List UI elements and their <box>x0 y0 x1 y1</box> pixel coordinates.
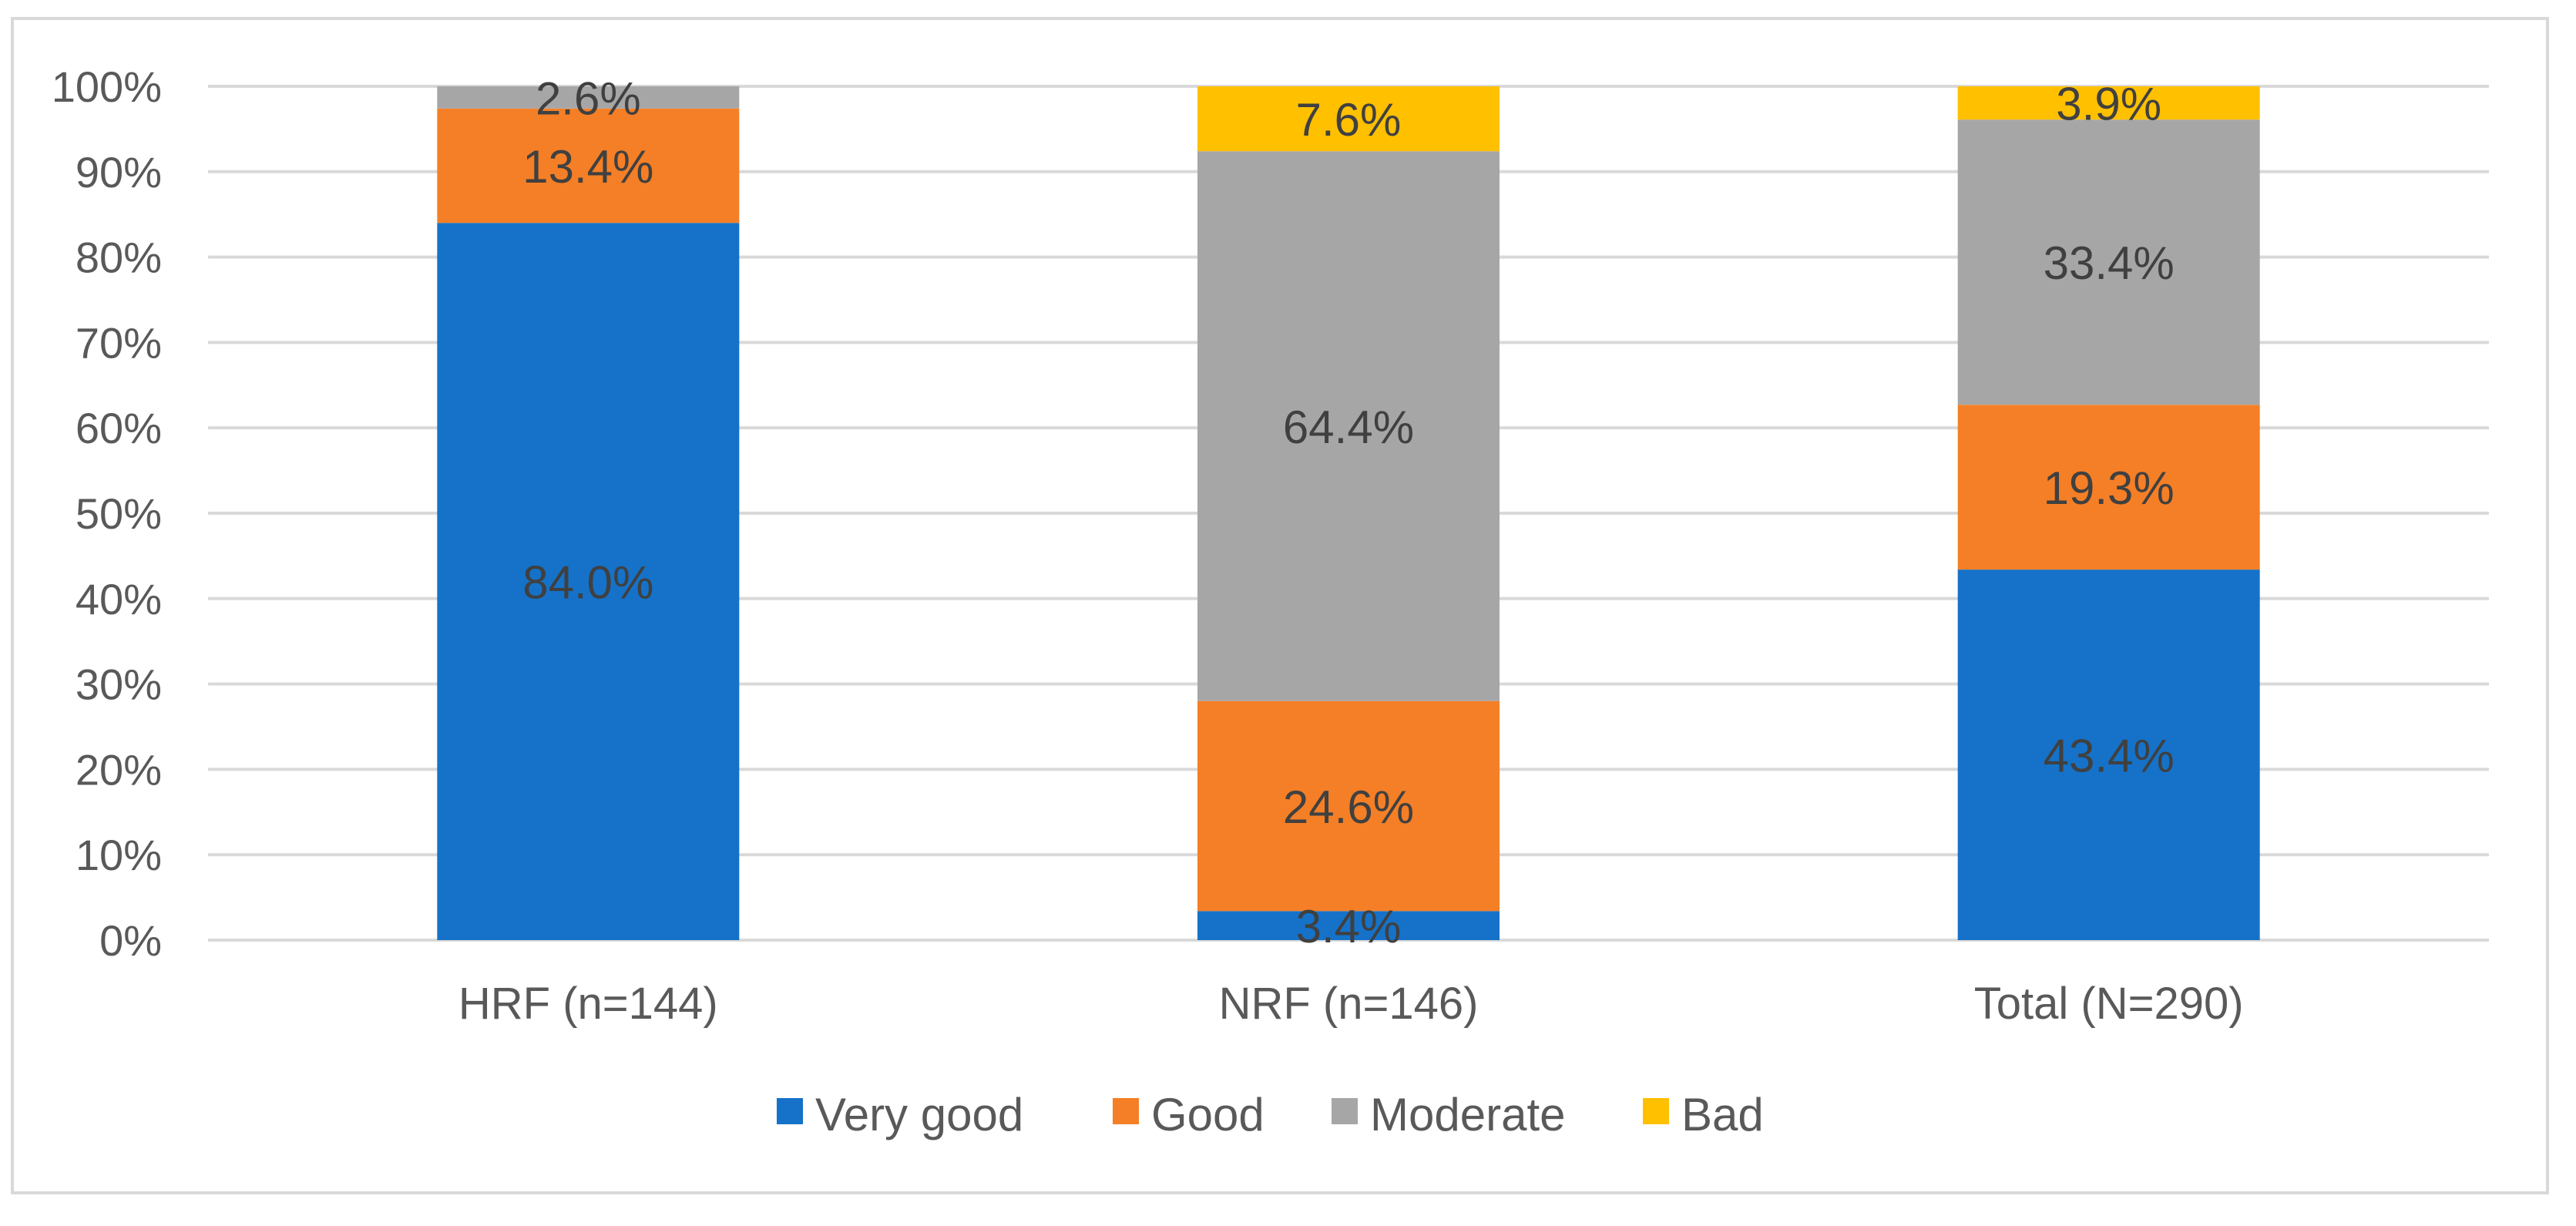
y-tick-label: 20% <box>76 745 162 794</box>
bar-segment-moderate <box>437 86 740 109</box>
bar-segment-good <box>1957 405 2260 570</box>
x-axis-categories: HRF (n=144) NRF (n=146) Total (N=290) <box>458 979 2244 1029</box>
y-tick-label: 50% <box>76 489 162 538</box>
y-tick-label: 10% <box>76 831 162 879</box>
data-label: 2.6% <box>536 72 641 124</box>
data-label: 13.4% <box>522 141 653 193</box>
data-label: 64.4% <box>1283 401 1414 453</box>
data-label: 33.4% <box>2044 237 2175 289</box>
legend-swatch <box>1643 1098 1669 1124</box>
bar-segment-moderate <box>1957 119 2260 405</box>
bar-segment-moderate <box>1197 151 1500 701</box>
legend-swatch <box>1332 1098 1358 1124</box>
data-label: 43.4% <box>2044 731 2175 782</box>
y-tick-label: 60% <box>76 404 162 452</box>
y-tick-label: 40% <box>76 575 162 623</box>
data-label: 24.6% <box>1283 781 1414 833</box>
legend: Very good Good Moderate Bad <box>777 1089 1764 1140</box>
x-category-label: Total (N=290) <box>1974 979 2244 1029</box>
x-category-label: HRF (n=144) <box>458 979 718 1029</box>
legend-swatch <box>777 1098 803 1124</box>
y-tick-label: 30% <box>76 660 162 709</box>
legend-label: Good <box>1151 1089 1264 1140</box>
bar-segment-bad <box>1957 86 2260 120</box>
bar-segment-very-good <box>437 223 740 940</box>
data-label: 3.9% <box>2056 79 2161 130</box>
y-tick-label: 80% <box>76 233 162 282</box>
x-category-label: NRF (n=146) <box>1219 979 1479 1029</box>
data-label: 19.3% <box>2044 462 2175 514</box>
legend-swatch <box>1113 1098 1139 1124</box>
legend-label: Moderate <box>1370 1089 1565 1140</box>
bar-segment-very-good <box>1197 911 1500 940</box>
legend-label: Very good <box>815 1089 1023 1140</box>
y-axis-ticks: 0% 10% 20% 30% 40% 50% 60% 70% 80% 90% 100% <box>52 62 162 965</box>
data-label: 7.6% <box>1296 94 1402 146</box>
data-label: 84.0% <box>522 557 653 609</box>
bar-segment-good <box>437 108 740 223</box>
bar-segment-bad <box>1197 86 1500 152</box>
y-tick-label: 90% <box>76 148 162 196</box>
bar-segment-good <box>1197 700 1500 912</box>
data-label: 3.4% <box>1296 901 1402 952</box>
legend-label: Bad <box>1681 1089 1764 1140</box>
y-tick-label: 70% <box>76 318 162 367</box>
bars <box>437 86 2260 940</box>
data-labels: 84.0% 13.4% 2.6% 3.4% 24.6% 64.4% 7.6% 43.4% 19.… <box>522 72 2174 952</box>
bar-segment-very-good <box>1957 569 2260 940</box>
y-tick-label: 0% <box>99 916 162 965</box>
y-tick-label: 100% <box>52 62 162 111</box>
